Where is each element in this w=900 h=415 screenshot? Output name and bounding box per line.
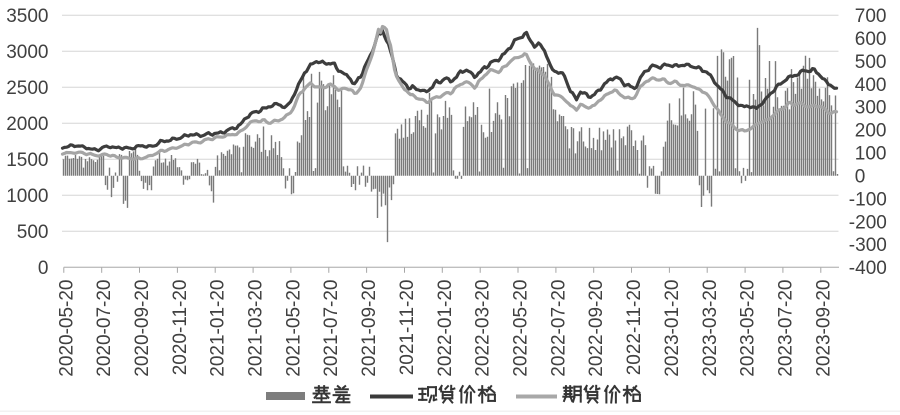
svg-text:2021-05-20: 2021-05-20 bbox=[283, 280, 304, 377]
svg-text:2022-09-20: 2022-09-20 bbox=[586, 280, 607, 377]
svg-text:500: 500 bbox=[17, 222, 49, 243]
svg-text:2022-01-20: 2022-01-20 bbox=[435, 280, 456, 377]
svg-text:2023-07-20: 2023-07-20 bbox=[775, 280, 796, 377]
svg-text:-200: -200 bbox=[849, 212, 887, 233]
svg-text:2022-03-20: 2022-03-20 bbox=[473, 280, 494, 377]
svg-text:2021-01-20: 2021-01-20 bbox=[208, 280, 229, 377]
svg-text:2021-11-20: 2021-11-20 bbox=[397, 280, 418, 376]
svg-text:2000: 2000 bbox=[6, 114, 48, 135]
svg-text:200: 200 bbox=[855, 121, 887, 142]
svg-text:2500: 2500 bbox=[6, 78, 48, 99]
svg-text:2021-07-20: 2021-07-20 bbox=[321, 280, 342, 377]
svg-text:2023-03-20: 2023-03-20 bbox=[700, 280, 721, 377]
svg-text:2020-07-20: 2020-07-20 bbox=[94, 280, 115, 377]
svg-text:2020-09-20: 2020-09-20 bbox=[132, 280, 153, 377]
svg-text:100: 100 bbox=[855, 144, 887, 165]
svg-text:1000: 1000 bbox=[6, 186, 48, 207]
svg-text:2020-11-20: 2020-11-20 bbox=[170, 280, 191, 376]
svg-text:2022-11-20: 2022-11-20 bbox=[624, 280, 645, 376]
svg-text:0: 0 bbox=[855, 167, 866, 188]
svg-text:0: 0 bbox=[38, 258, 49, 279]
svg-text:2021-09-20: 2021-09-20 bbox=[359, 280, 380, 377]
svg-text:2021-03-20: 2021-03-20 bbox=[246, 280, 267, 377]
svg-text:2022-07-20: 2022-07-20 bbox=[548, 280, 569, 377]
svg-text:1500: 1500 bbox=[6, 150, 48, 171]
svg-text:3500: 3500 bbox=[6, 6, 48, 27]
svg-text:3000: 3000 bbox=[6, 42, 48, 63]
svg-text:2020-05-20: 2020-05-20 bbox=[56, 280, 77, 377]
svg-text:-100: -100 bbox=[849, 189, 887, 210]
svg-text:500: 500 bbox=[855, 52, 887, 73]
svg-text:400: 400 bbox=[855, 75, 887, 96]
svg-text:-400: -400 bbox=[849, 258, 887, 279]
svg-text:600: 600 bbox=[855, 29, 887, 50]
svg-text:300: 300 bbox=[855, 98, 887, 119]
svg-text:2023-01-20: 2023-01-20 bbox=[662, 280, 683, 377]
svg-text:700: 700 bbox=[855, 6, 887, 27]
svg-text:-300: -300 bbox=[849, 235, 887, 256]
svg-text:2023-09-20: 2023-09-20 bbox=[813, 280, 834, 377]
svg-text:2022-05-20: 2022-05-20 bbox=[511, 280, 532, 377]
svg-text:2023-05-20: 2023-05-20 bbox=[738, 280, 759, 377]
